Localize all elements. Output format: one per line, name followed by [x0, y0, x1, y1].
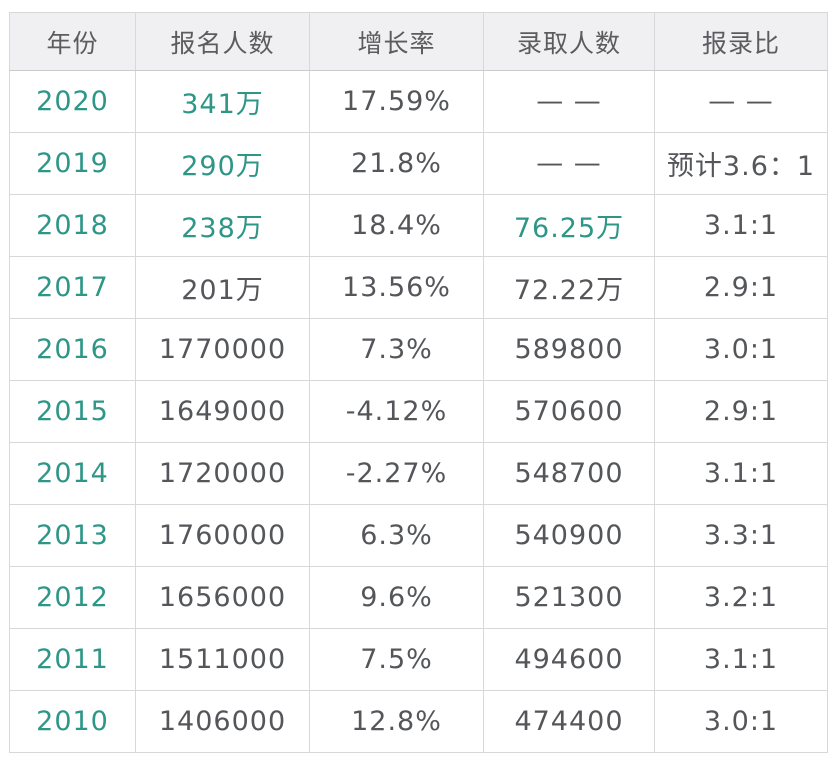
table-page: 年份 报名人数 增长率 录取人数 报录比 2020 341万 17.59% — — — —201… [9, 12, 828, 753]
data-cell: -2.27% [309, 442, 484, 505]
data-cell: 2.9:1 [654, 380, 828, 443]
data-cell: 290万 [135, 132, 310, 195]
data-cell: 76.25万 [483, 194, 655, 257]
data-cell: 474400 [483, 690, 655, 753]
year-cell: 2018 [9, 194, 136, 257]
data-cell: 3.1:1 [654, 194, 828, 257]
data-cell: 3.1:1 [654, 442, 828, 505]
year-cell: 2011 [9, 628, 136, 691]
column-header: 报名人数 [135, 12, 310, 71]
data-cell: 540900 [483, 504, 655, 567]
table-row: 2011 1511000 7.5% 494600 3.1:1 [9, 628, 828, 691]
table-row: 2013 1760000 6.3% 540900 3.3:1 [9, 504, 828, 567]
data-cell: 72.22万 [483, 256, 655, 319]
year-cell: 2014 [9, 442, 136, 505]
column-header: 录取人数 [483, 12, 655, 71]
data-cell: -4.12% [309, 380, 484, 443]
year-cell: 2015 [9, 380, 136, 443]
table-row: 2014 1720000 -2.27% 548700 3.1:1 [9, 442, 828, 505]
data-cell: 494600 [483, 628, 655, 691]
data-cell: 3.2:1 [654, 566, 828, 629]
data-cell: 7.5% [309, 628, 484, 691]
year-cell: 2017 [9, 256, 136, 319]
data-cell: 6.3% [309, 504, 484, 567]
data-cell: 1649000 [135, 380, 310, 443]
table-row: 2020 341万 17.59% — — — — [9, 70, 828, 133]
year-cell: 2012 [9, 566, 136, 629]
table-row: 2018 238万 18.4% 76.25万 3.1:1 [9, 194, 828, 257]
data-cell: 预计3.6：1 [654, 132, 828, 195]
year-cell: 2020 [9, 70, 136, 133]
data-cell: 21.8% [309, 132, 484, 195]
data-cell: 238万 [135, 194, 310, 257]
table-row: 2010 1406000 12.8% 474400 3.0:1 [9, 690, 828, 753]
table-row: 2012 1656000 9.6% 521300 3.2:1 [9, 566, 828, 629]
data-cell: 12.8% [309, 690, 484, 753]
data-cell: 1760000 [135, 504, 310, 567]
year-cell: 2013 [9, 504, 136, 567]
table-row: 2016 1770000 7.3% 589800 3.0:1 [9, 318, 828, 381]
data-cell: 589800 [483, 318, 655, 381]
data-cell: 3.1:1 [654, 628, 828, 691]
data-cell: 1770000 [135, 318, 310, 381]
data-cell: 9.6% [309, 566, 484, 629]
column-header: 增长率 [309, 12, 484, 71]
data-cell: 570600 [483, 380, 655, 443]
data-cell: 201万 [135, 256, 310, 319]
column-header: 年份 [9, 12, 136, 71]
data-cell: 7.3% [309, 318, 484, 381]
data-cell: 521300 [483, 566, 655, 629]
data-cell: 3.3:1 [654, 504, 828, 567]
data-cell: 548700 [483, 442, 655, 505]
data-cell: 1406000 [135, 690, 310, 753]
data-cell: — — [483, 70, 655, 133]
table-row: 2015 1649000 -4.12% 570600 2.9:1 [9, 380, 828, 443]
data-cell: 18.4% [309, 194, 484, 257]
data-cell: 341万 [135, 70, 310, 133]
year-cell: 2019 [9, 132, 136, 195]
table-header: 年份 报名人数 增长率 录取人数 报录比 [9, 12, 828, 71]
data-cell: — — [483, 132, 655, 195]
table-row: 2017 201万 13.56% 72.22万 2.9:1 [9, 256, 828, 319]
data-cell: 1511000 [135, 628, 310, 691]
data-cell: 1720000 [135, 442, 310, 505]
year-cell: 2016 [9, 318, 136, 381]
data-cell: 3.0:1 [654, 690, 828, 753]
data-cell: 13.56% [309, 256, 484, 319]
table-row: 2019 290万 21.8% — — 预计3.6：1 [9, 132, 828, 195]
column-header: 报录比 [654, 12, 828, 71]
data-cell: 17.59% [309, 70, 484, 133]
data-cell: 1656000 [135, 566, 310, 629]
data-cell: 2.9:1 [654, 256, 828, 319]
data-cell: — — [654, 70, 828, 133]
data-cell: 3.0:1 [654, 318, 828, 381]
header-row: 年份 报名人数 增长率 录取人数 报录比 [9, 12, 828, 71]
exam-stats-table: 年份 报名人数 增长率 录取人数 报录比 2020 341万 17.59% — — — —201… [9, 12, 828, 753]
table-body: 2020 341万 17.59% — — — —2019 290万 21.8% — — 预计3.… [9, 70, 828, 753]
year-cell: 2010 [9, 690, 136, 753]
